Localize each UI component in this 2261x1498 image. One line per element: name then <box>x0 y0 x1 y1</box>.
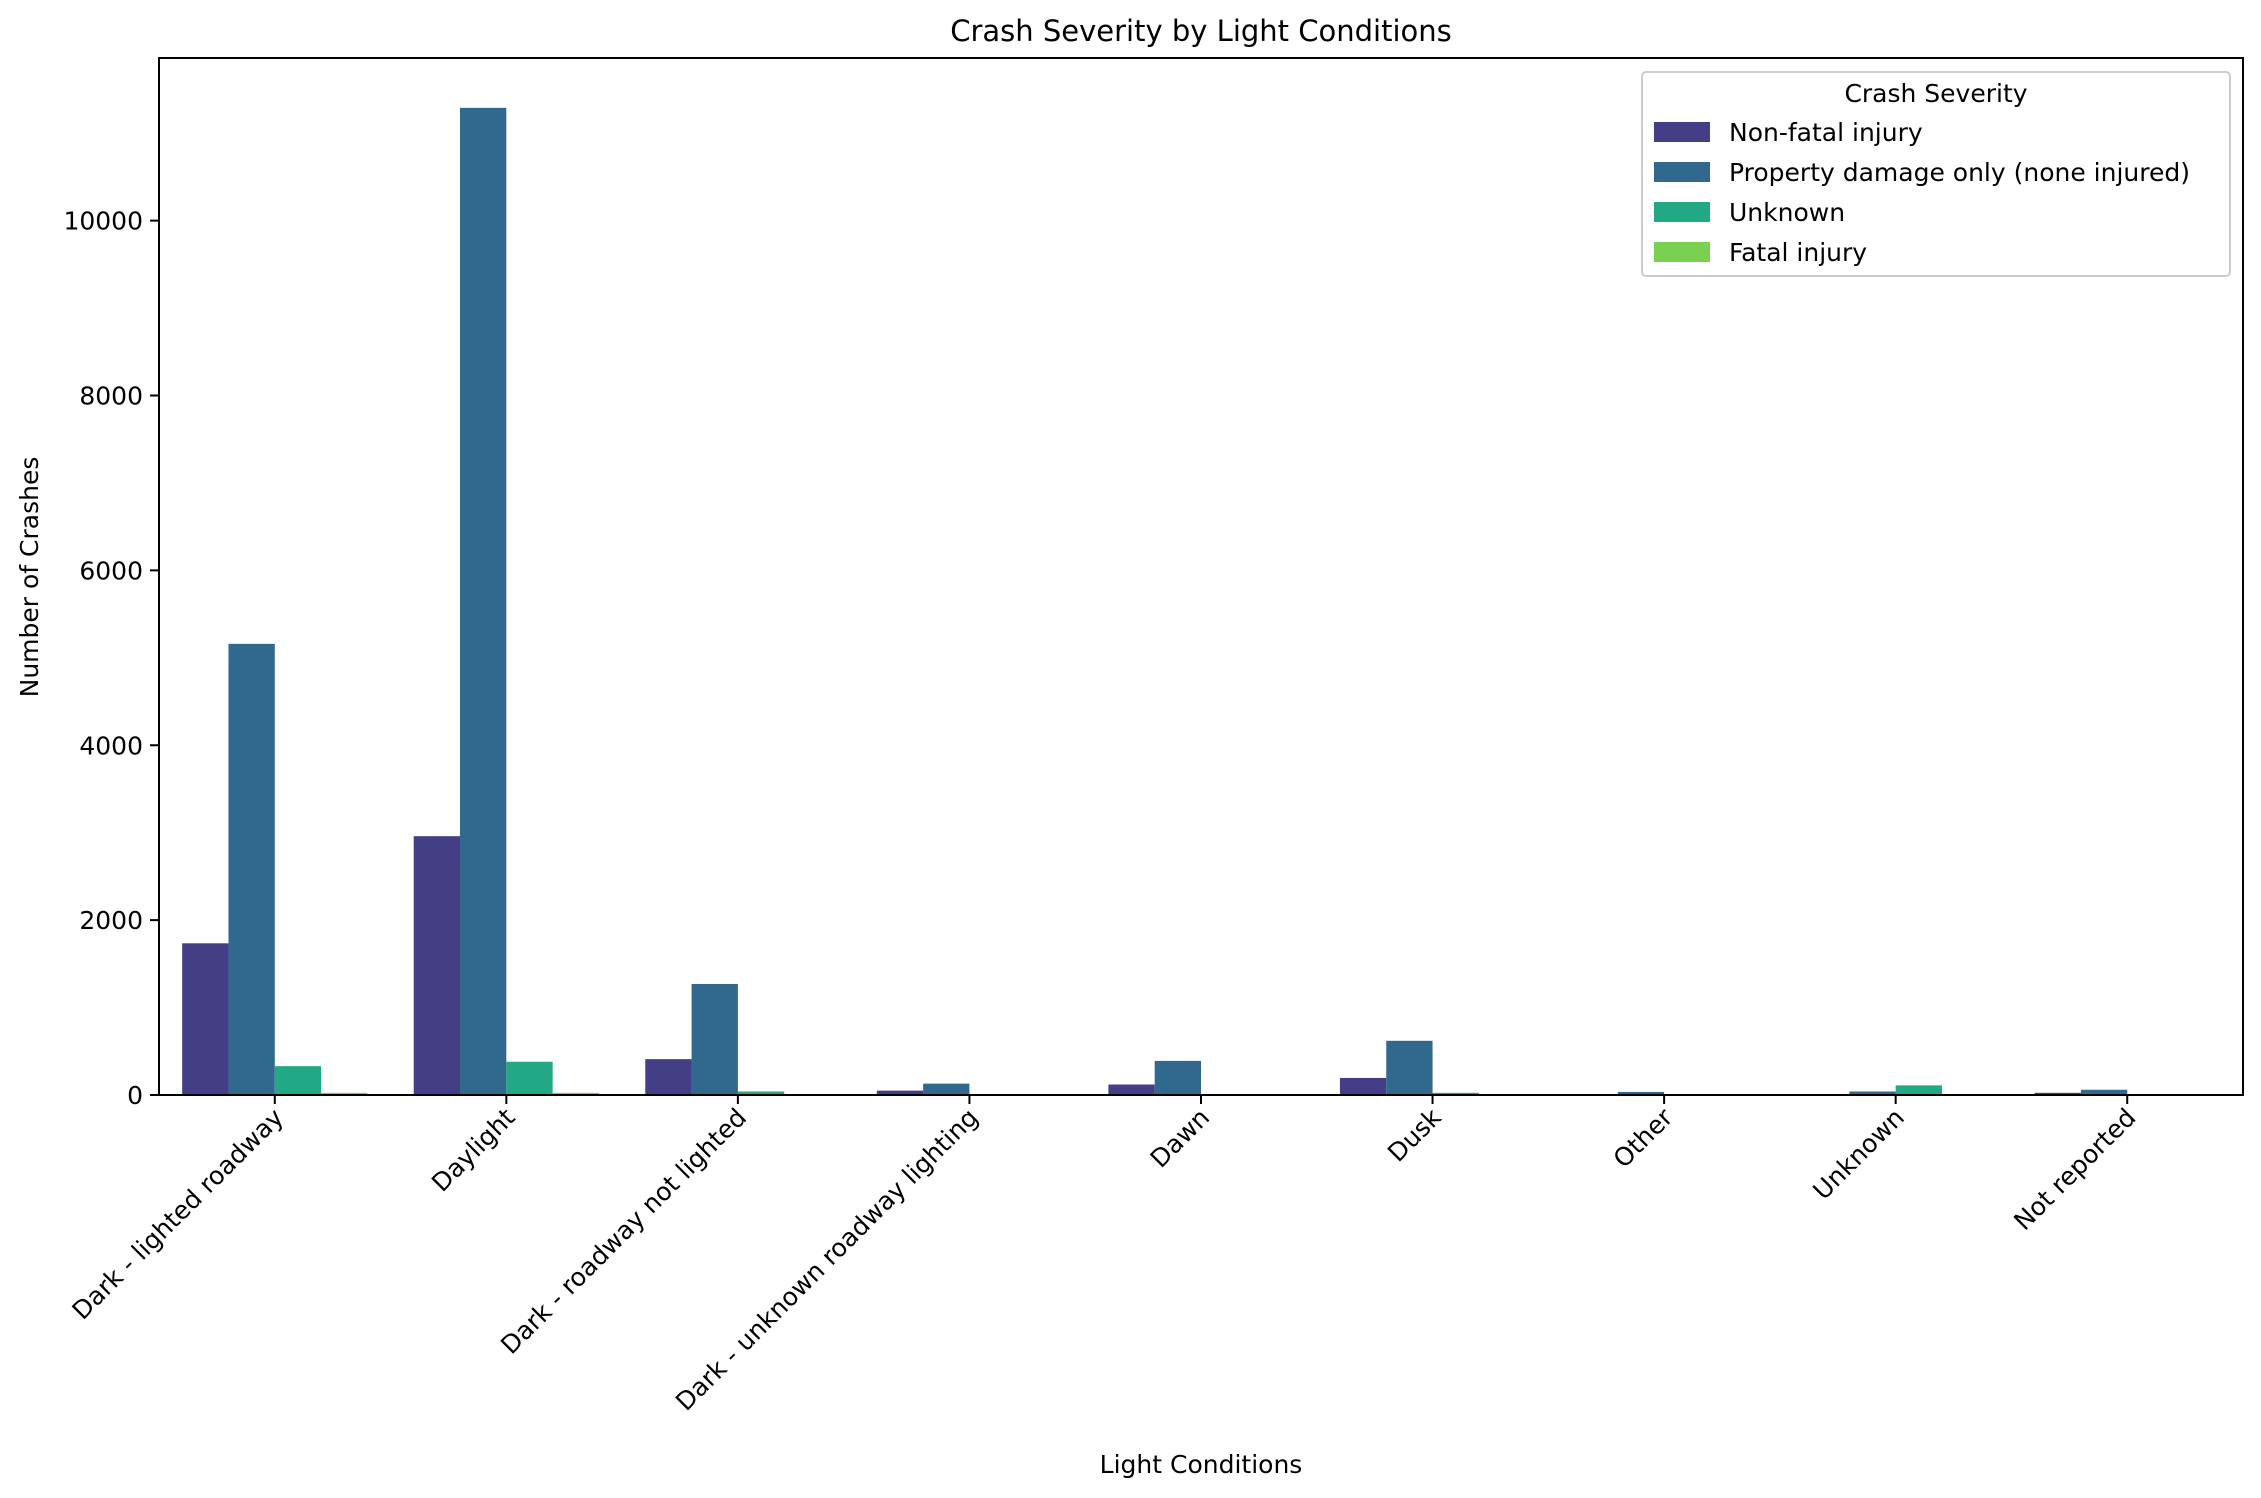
x-tick-label: Dark - lighted roadway <box>67 1103 290 1326</box>
x-tick-label: Daylight <box>426 1103 521 1198</box>
bar-2-6 <box>1386 1040 1433 1095</box>
legend-swatch <box>1654 242 1710 262</box>
legend-entries: Non-fatal injury Property damage only (no… <box>1654 118 2190 267</box>
bar-3-2 <box>506 1061 553 1095</box>
bar-1-1 <box>182 943 229 1095</box>
bar-2-8 <box>1849 1091 1896 1095</box>
legend-label: Fatal injury <box>1729 238 1867 267</box>
x-tick-label: Dusk <box>1382 1102 1447 1167</box>
bar-3-1 <box>274 1066 322 1095</box>
legend-swatch <box>1654 202 1710 222</box>
bar-4-1 <box>321 1092 368 1095</box>
x-axis-label: Light Conditions <box>1100 1450 1303 1479</box>
bar-1-3 <box>645 1059 692 1095</box>
x-tick-label: Other <box>1608 1102 1679 1173</box>
chart-title: Crash Severity by Light Conditions <box>950 14 1452 48</box>
bar-3-3 <box>737 1091 785 1095</box>
legend-title: Crash Severity <box>1844 79 2027 108</box>
legend-box <box>1641 71 2231 277</box>
y-axis: 0 2000 4000 6000 8000 10000 <box>63 207 159 1110</box>
legend-swatch <box>1654 122 1710 142</box>
bar-3-6 <box>1432 1092 1479 1095</box>
bar-4-2 <box>552 1092 599 1095</box>
bar-1-2 <box>413 836 461 1095</box>
bar-1-6 <box>1339 1077 1387 1095</box>
y-tick-label: 2000 <box>79 906 143 935</box>
bar-1-4 <box>876 1090 924 1095</box>
y-axis-label: Number of Crashes <box>15 457 44 698</box>
bar-3-8 <box>1895 1085 1942 1095</box>
bar-2-3 <box>691 983 738 1095</box>
x-tick-label: Dawn <box>1145 1103 1216 1174</box>
x-tick-label: Not reported <box>2008 1103 2141 1236</box>
legend: Crash Severity Non-fatal injury Property … <box>1641 71 2231 277</box>
legend-label: Property damage only (none injured) <box>1729 158 2190 187</box>
legend-label: Non-fatal injury <box>1729 118 1923 147</box>
y-tick-label: 8000 <box>79 382 143 411</box>
bars-layer <box>182 107 2174 1096</box>
y-tick-label: 10000 <box>63 207 143 236</box>
legend-label: Unknown <box>1729 198 1845 227</box>
bar-1-5 <box>1108 1084 1155 1095</box>
x-tick-label: Unknown <box>1807 1103 1910 1206</box>
bar-2-7 <box>1617 1091 1665 1095</box>
bar-2-2 <box>460 107 507 1096</box>
bar-2-4 <box>923 1083 970 1095</box>
y-tick-label: 0 <box>127 1081 143 1110</box>
bar-2-5 <box>1154 1060 1201 1095</box>
y-tick-label: 4000 <box>79 731 143 760</box>
x-tick-label: Dark - roadway not lighted <box>495 1103 752 1360</box>
bar-1-9 <box>2034 1092 2081 1095</box>
legend-swatch <box>1654 162 1710 182</box>
bar-2-9 <box>2080 1089 2128 1095</box>
bar-2-1 <box>228 643 275 1095</box>
y-tick-label: 6000 <box>79 556 143 585</box>
